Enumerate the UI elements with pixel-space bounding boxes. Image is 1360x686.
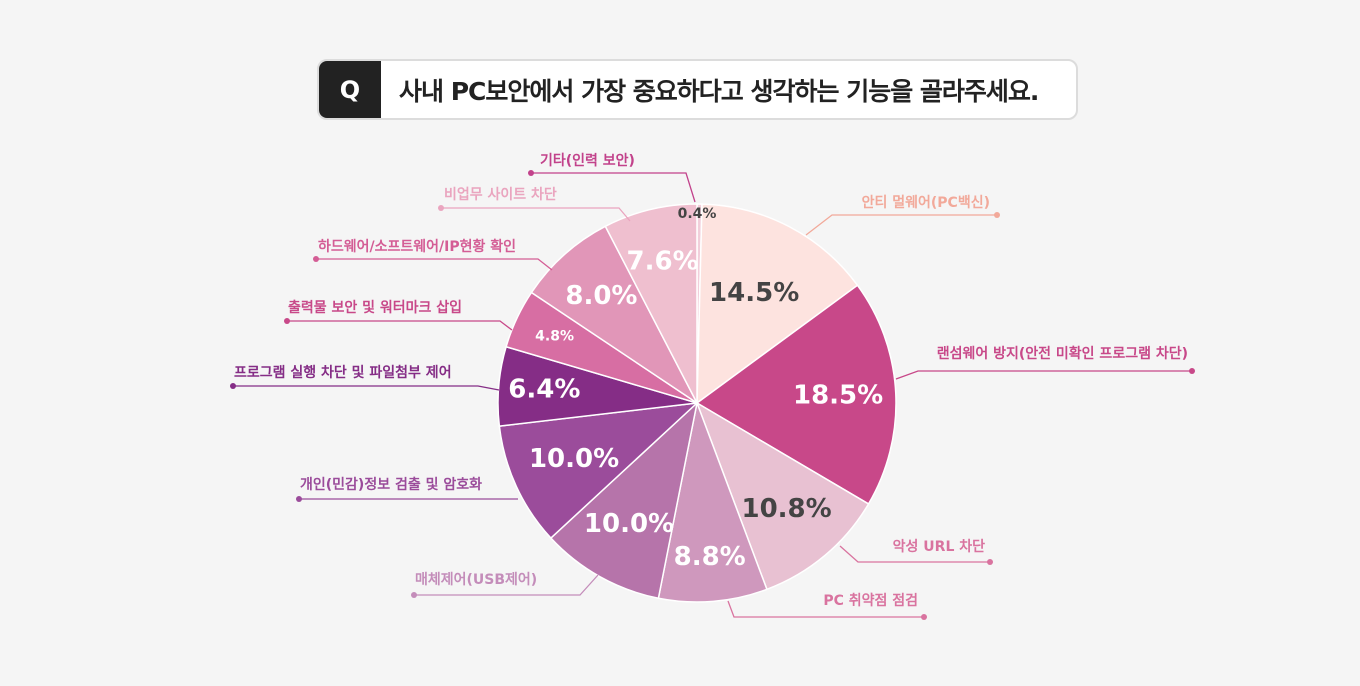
pie-slice xyxy=(657,400,768,603)
percent-labels: 0.4%14.5%18.5%10.8%8.8%10.0%10.0%6.4%4.8… xyxy=(508,206,883,572)
question-box: Q 사내 PC보안에서 가장 중요하다고 생각하는 기능을 골라주세요. xyxy=(317,59,1078,120)
slice-percent-label: 18.5% xyxy=(793,380,883,410)
pie-slice xyxy=(696,203,859,405)
slice-percent-label: 6.4% xyxy=(508,374,580,404)
leader-line xyxy=(287,320,513,331)
leader-dot xyxy=(528,170,534,176)
pie-slice xyxy=(530,225,698,404)
category-label: 출력물 보안 및 워터마크 삽입 xyxy=(288,299,462,316)
slice-percent-label: 10.0% xyxy=(529,444,619,474)
slice-percent-label: 7.6% xyxy=(627,246,699,276)
question-text: 사내 PC보안에서 가장 중요하다고 생각하는 기능을 골라주세요. xyxy=(399,76,1039,106)
pie-slice xyxy=(604,203,698,404)
leader-dot xyxy=(994,212,1000,218)
pie-slices xyxy=(497,203,897,603)
category-label: 프로그램 실행 차단 및 파일첨부 제어 xyxy=(234,364,452,381)
category-label: 기타(인력 보안) xyxy=(540,152,635,169)
leader-line xyxy=(414,574,599,596)
pie-slice xyxy=(549,400,699,600)
question-badge: Q xyxy=(319,61,381,118)
slice-percent-label: 8.8% xyxy=(674,542,746,572)
leader-dot xyxy=(1189,368,1195,374)
leader-line xyxy=(531,172,696,203)
leader-dot xyxy=(921,614,927,620)
leader-line xyxy=(805,214,997,236)
leader-line xyxy=(316,258,553,271)
category-labels: 기타(인력 보안) 안티 멀웨어(PC백신) 랜섬웨어 방지(안전 미확인 프로그램… xyxy=(234,152,1188,609)
leader-dot xyxy=(411,592,417,598)
slice-percent-label: 10.8% xyxy=(742,494,832,524)
leader-line xyxy=(441,207,631,222)
leader-dot xyxy=(284,318,290,324)
leader-dot xyxy=(296,496,302,502)
category-label: PC 취약점 점검 xyxy=(823,592,918,609)
leader-dot xyxy=(313,256,319,262)
slice-percent-label: 10.0% xyxy=(584,509,674,539)
category-label: 악성 URL 차단 xyxy=(893,538,985,555)
category-label: 안티 멀웨어(PC백신) xyxy=(862,194,990,211)
leader-line xyxy=(727,600,924,618)
slice-percent-label: 8.0% xyxy=(565,281,637,311)
pie-slice xyxy=(695,401,870,591)
leader-line xyxy=(895,370,1192,380)
pie-slice xyxy=(498,401,700,540)
slice-percent-label: 0.4% xyxy=(678,206,717,222)
category-label: 랜섬웨어 방지(안전 미확인 프로그램 차단) xyxy=(937,345,1188,362)
leader-line xyxy=(839,545,990,563)
leader-dot xyxy=(438,205,444,211)
pie-slice xyxy=(695,284,897,505)
leader-line xyxy=(233,385,500,391)
category-label: 매체제어(USB제어) xyxy=(415,571,537,588)
leader-lines xyxy=(230,170,1195,620)
slice-percent-label: 4.8% xyxy=(535,328,574,344)
category-label: 비업무 사이트 차단 xyxy=(444,186,557,203)
leader-dot xyxy=(987,559,993,565)
slice-percent-label: 14.5% xyxy=(709,278,799,308)
leader-dot xyxy=(230,383,236,389)
category-label: 하드웨어/소프트웨어/IP현황 확인 xyxy=(318,238,516,255)
category-label: 개인(민감)정보 검출 및 암호화 xyxy=(300,476,482,493)
